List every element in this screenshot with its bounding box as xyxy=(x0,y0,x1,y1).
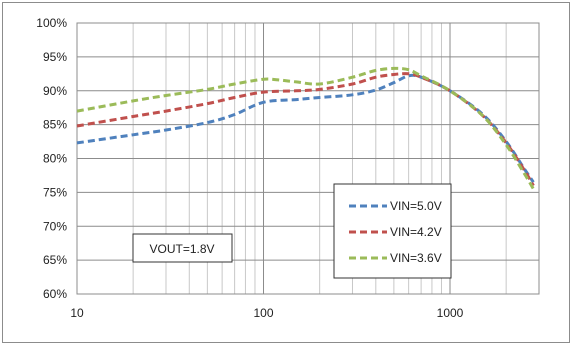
series-line-vin-3-6v xyxy=(76,66,535,190)
y-tick-label: 85% xyxy=(43,118,67,132)
annotation-box: VOUT=1.8V xyxy=(132,233,233,263)
y-tick-label: 90% xyxy=(43,84,67,98)
y-tick-label: 75% xyxy=(43,185,67,199)
legend-label: VIN=5.0V xyxy=(390,199,442,213)
legend-label: VIN=4.2V xyxy=(390,225,442,239)
legend: VIN=5.0V VIN=4.2V VIN=3.6V xyxy=(333,183,452,279)
y-axis-tick-labels: 60% 65% 70% 75% 80% 85% 90% 95% 100% xyxy=(36,16,67,301)
y-tick-label: 100% xyxy=(36,16,67,30)
x-tick-label: 100 xyxy=(253,306,273,320)
efficiency-chart: 60% 65% 70% 75% 80% 85% 90% 95% 100% 10 100 1000 V… xyxy=(36,16,540,320)
y-tick-label: 60% xyxy=(43,287,67,301)
y-tick-label: 70% xyxy=(43,219,67,233)
x-tick-label: 10 xyxy=(70,306,84,320)
plot-area-border xyxy=(76,22,540,295)
x-axis-tick-labels: 10 100 1000 xyxy=(70,306,463,320)
y-tick-label: 80% xyxy=(43,152,67,166)
y-tick-label: 65% xyxy=(43,253,67,267)
x-tick-label: 1000 xyxy=(437,306,464,320)
legend-label: VIN=3.6V xyxy=(390,251,442,265)
series-line-vin-4-2v xyxy=(76,72,535,187)
chart-frame: 60% 65% 70% 75% 80% 85% 90% 95% 100% 10 100 1000 V… xyxy=(2,2,570,343)
series-lines xyxy=(76,66,535,190)
annotation-text: VOUT=1.8V xyxy=(149,242,214,256)
y-tick-label: 95% xyxy=(43,50,67,64)
